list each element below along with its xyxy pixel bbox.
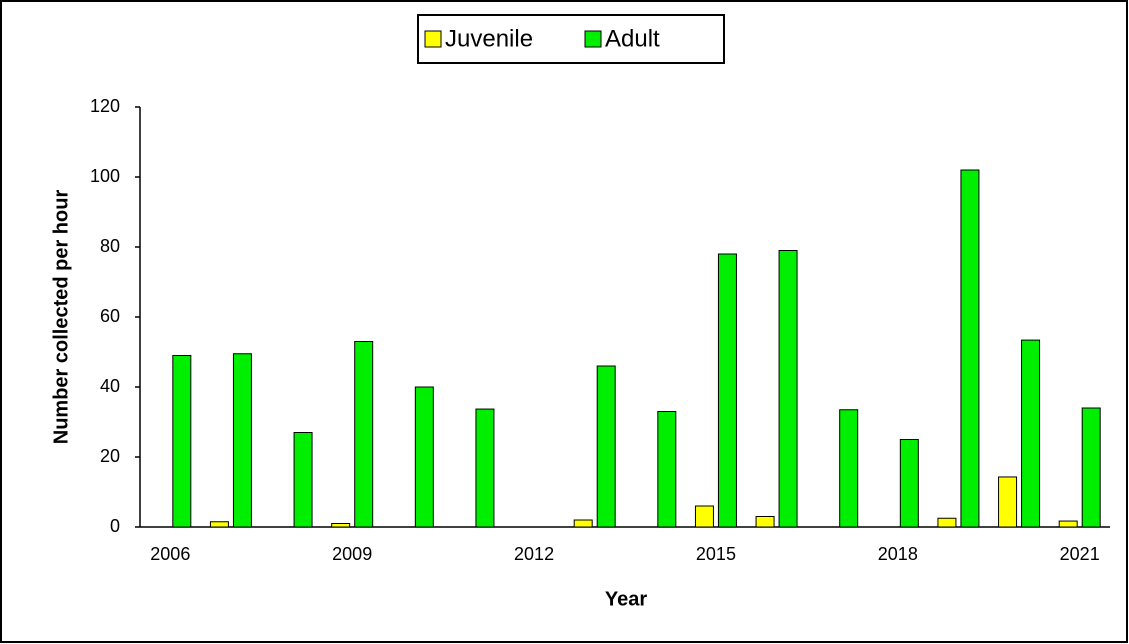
legend [417,14,725,64]
legend-swatch [584,30,602,48]
bar [657,411,677,528]
bar [694,505,714,528]
bar [937,517,957,528]
y-tick-label: 80 [100,236,120,256]
bar [1081,407,1101,528]
legend-label: Adult [605,25,660,52]
y-tick-label: 40 [100,376,120,396]
bar [717,253,737,528]
y-tick-label: 60 [100,306,120,326]
y-tick-label: 20 [100,446,120,466]
x-tick-label: 2006 [150,544,190,564]
bar [573,519,593,528]
x-tick-label: 2018 [878,544,918,564]
bar [293,432,313,528]
bar [414,386,434,528]
y-axis-title: Number collected per hour [50,190,72,445]
x-tick-label: 2012 [514,544,554,564]
x-tick-label: 2009 [332,544,372,564]
x-axis-title: Year [605,588,647,610]
x-tick-label: 2021 [1060,544,1100,564]
bar [331,523,351,528]
bar [998,476,1018,528]
y-tick-label: 120 [90,96,120,116]
legend-swatch [424,30,442,48]
bar [755,516,775,528]
bar [596,365,616,528]
x-tick-label: 2015 [696,544,736,564]
bar [1058,520,1078,528]
y-tick-label: 0 [110,516,120,536]
bar [232,353,252,528]
bar [209,521,229,528]
bar [960,169,980,528]
bar [1021,339,1041,528]
bar [475,408,495,528]
bar [778,250,798,528]
bar [899,439,919,528]
y-tick-label: 100 [90,166,120,186]
bar [839,409,859,528]
bar [354,341,374,528]
legend-label: Juvenile [445,25,533,52]
bar [172,355,192,528]
